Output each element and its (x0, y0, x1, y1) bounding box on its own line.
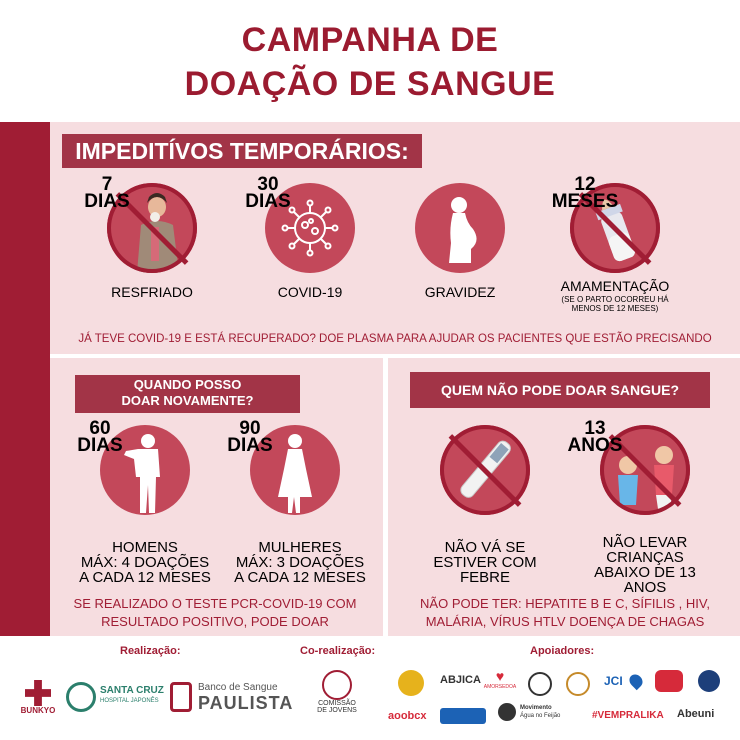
pcr-note: SE REALIZADO O TESTE PCR-COVID-19 COM RE… (73, 596, 357, 629)
amamentacao-ring (570, 183, 660, 273)
quando-title: QUANDO POSSO DOAR NOVAMENTE? (75, 375, 300, 413)
criancas-text: NÃO LEVAR CRIANÇAS ABAIXO DE 13 ANOS (594, 534, 696, 596)
quem-title: QUEM NÃO PODE DOAR SANGUE? (410, 372, 710, 408)
bunkyo-logo: BUNKYO (18, 680, 58, 715)
aoobcx-logo: aoobcx (388, 710, 427, 722)
abeuni-logo: Abeuni (677, 708, 715, 720)
mulheres-circle (250, 425, 340, 515)
homens-circle (100, 425, 190, 515)
criancas-years: 13 ANOS (567, 418, 623, 456)
pregnant-woman-icon (449, 197, 477, 263)
title-line-2: DOAÇÃO DE SANGUE (184, 65, 556, 103)
comissao-jovens-logo: COMISSÃO DE JOVENS (312, 670, 362, 714)
banco-sangue-logo: Banco de Sangue PAULISTA (170, 682, 292, 716)
covid-label: COVID-19 (277, 284, 343, 300)
resfriado-days: 7 DIAS (84, 174, 130, 212)
sponsor-logo-8 (655, 670, 683, 692)
amorsedoa-logo: ♥ AMORSEDOA (480, 668, 520, 690)
covid-days: 30 DIAS (245, 174, 291, 212)
santa-cruz-logo: SANTA CRUZ HOSPITAL JAPONÊS (66, 682, 176, 714)
resfriado-label: RESFRIADO (111, 284, 193, 300)
jci-logo: JCI (604, 674, 623, 688)
corealizacao-label: Co-realização: (300, 645, 376, 657)
comissao-icon (322, 670, 352, 700)
sponsor-logo-11 (440, 708, 486, 724)
amamentacao-note: (SE O PARTO OCORREU HÁ MENOS DE 12 MESES… (561, 295, 669, 313)
mulheres-days: 90 DIAS (227, 418, 273, 456)
sponsor-logo-5 (566, 672, 590, 696)
apoiadores-label: Apoiadores: (530, 645, 595, 657)
man-icon (124, 434, 160, 513)
page-title: CAMPANHA DE DOAÇÃO DE SANGUE (0, 18, 740, 106)
realizacao-label: Realização: (120, 645, 181, 657)
criancas-ring (600, 425, 690, 515)
virus-icon (281, 199, 339, 257)
homens-days: 60 DIAS (77, 418, 123, 456)
santa-cruz-icon (66, 682, 96, 712)
blood-bag-icon (170, 682, 192, 712)
sponsor-logo-9 (698, 670, 720, 692)
gravidez-label: GRAVIDEZ (424, 284, 496, 300)
febre-ring (440, 425, 530, 515)
left-accent-bar (0, 122, 50, 636)
sponsor-logo-4 (528, 672, 552, 696)
resfriado-ring (107, 183, 197, 273)
covid-circle (265, 183, 355, 273)
location-pin-icon (626, 671, 646, 691)
vempralika-logo: #VEMPRALIKA (592, 710, 664, 721)
impedimentos-title: IMPEDITÍVOS TEMPORÁRIOS: (62, 134, 422, 168)
amamentacao-label: AMAMENTAÇÃO (560, 278, 670, 294)
gravidez-circle (415, 183, 505, 273)
woman-icon (278, 434, 312, 513)
febre-text: NÃO VÁ SE ESTIVER COM FEBRE (433, 539, 537, 586)
movimento-icon (498, 703, 516, 721)
plasma-note: JÁ TEVE COVID-19 E ESTÁ RECUPERADO? DOE … (78, 333, 712, 345)
sponsor-logo-1 (398, 670, 424, 696)
bunkyo-icon (25, 680, 51, 706)
abjica-logo: ABJICA (440, 674, 481, 686)
disease-note: NÃO PODE TER: HEPATITE B E C, SÍFILIS , … (420, 596, 710, 629)
amamentacao-months: 12 MESES (551, 174, 619, 212)
mulheres-text: MULHERES MÁX: 3 DOAÇÕES A CADA 12 MESES (234, 539, 366, 586)
title-line-1: CAMPANHA DE (241, 21, 499, 59)
homens-text: HOMENS MÁX: 4 DOAÇÕES A CADA 12 MESES (79, 539, 211, 586)
heart-icon: ♥ (495, 668, 505, 684)
